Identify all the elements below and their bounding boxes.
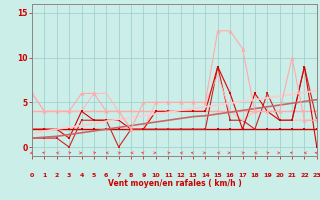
X-axis label: Vent moyen/en rafales ( km/h ): Vent moyen/en rafales ( km/h ) <box>108 179 241 188</box>
